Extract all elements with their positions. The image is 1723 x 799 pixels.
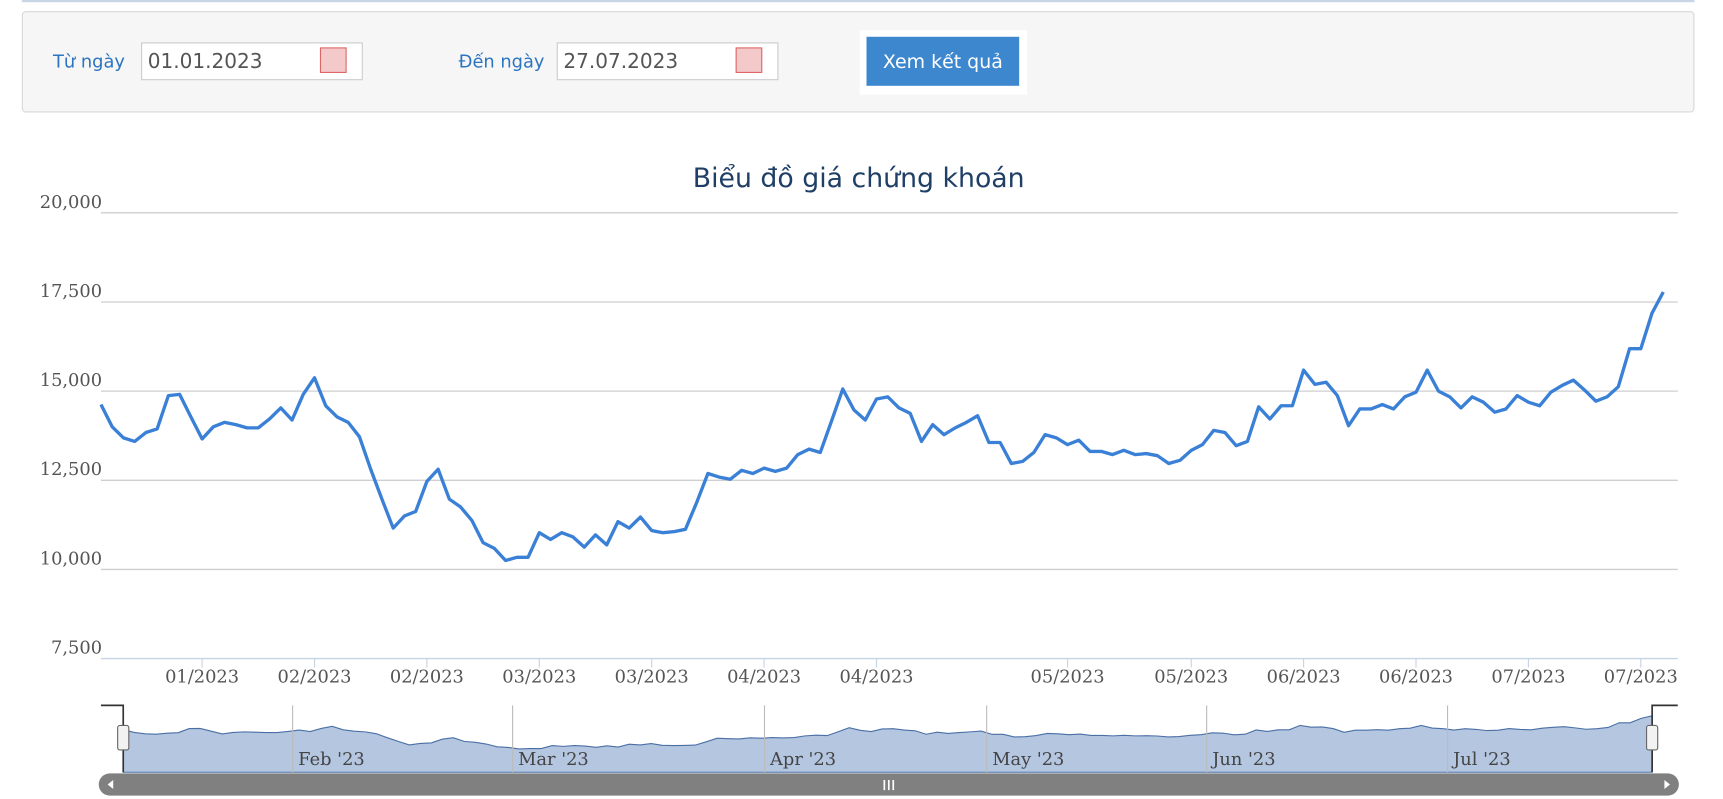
price-line xyxy=(99,291,1665,563)
navigator-handle[interactable] xyxy=(117,724,130,751)
navigator-area xyxy=(122,715,1653,773)
x-tick-label: 01/2023 xyxy=(165,667,239,688)
x-tick-label: 04/2023 xyxy=(839,667,913,688)
scroll-grip xyxy=(883,780,895,791)
y-tick-label: 7,500 xyxy=(51,638,102,659)
navigator-label: Jun '23 xyxy=(1210,749,1275,770)
chart-title: Biểu đồ giá chứng khoán xyxy=(693,163,1025,194)
submit-button[interactable] xyxy=(866,36,1020,86)
from-label: Từ ngày xyxy=(52,51,125,72)
y-tick-label: 12,500 xyxy=(40,459,102,480)
x-tick-label: 02/2023 xyxy=(278,667,352,688)
x-tick-label: 06/2023 xyxy=(1267,667,1341,688)
filter-panel xyxy=(21,11,1695,113)
navigator-label: Feb '23 xyxy=(298,749,365,770)
navigator-label: Mar '23 xyxy=(518,749,589,770)
x-tick-label: 03/2023 xyxy=(502,667,576,688)
scroll-left xyxy=(107,780,114,789)
submit-label: Xem kết quả xyxy=(883,51,1003,73)
x-tick-label: 07/2023 xyxy=(1491,667,1565,688)
x-tick-label: 04/2023 xyxy=(727,667,801,688)
to-value: 27.07.2023 xyxy=(563,49,678,73)
x-tick-label: 06/2023 xyxy=(1379,667,1453,688)
top-border xyxy=(21,0,1695,3)
calendar-icon[interactable] xyxy=(319,47,347,73)
x-tick-label: 02/2023 xyxy=(390,667,464,688)
y-tick-label: 10,000 xyxy=(40,548,102,569)
y-tick-label: 20,000 xyxy=(40,192,102,213)
x-tick-label: 05/2023 xyxy=(1031,667,1105,688)
y-tick-label: 15,000 xyxy=(40,370,102,391)
navigator-handle[interactable] xyxy=(1646,724,1659,751)
navigator-label: May '23 xyxy=(992,749,1064,770)
calendar-icon[interactable] xyxy=(735,47,763,73)
x-tick-label: 07/2023 xyxy=(1604,667,1678,688)
x-tick-label: 03/2023 xyxy=(615,667,689,688)
x-tick-label: 05/2023 xyxy=(1154,667,1228,688)
scroll-right xyxy=(1664,780,1670,789)
navigator-label: Apr '23 xyxy=(769,749,836,770)
from-value: 01.01.2023 xyxy=(148,49,263,73)
y-tick-label: 17,500 xyxy=(40,281,102,302)
to-label: Đến ngày xyxy=(459,51,545,72)
navigator-label: Jul '23 xyxy=(1451,749,1511,770)
